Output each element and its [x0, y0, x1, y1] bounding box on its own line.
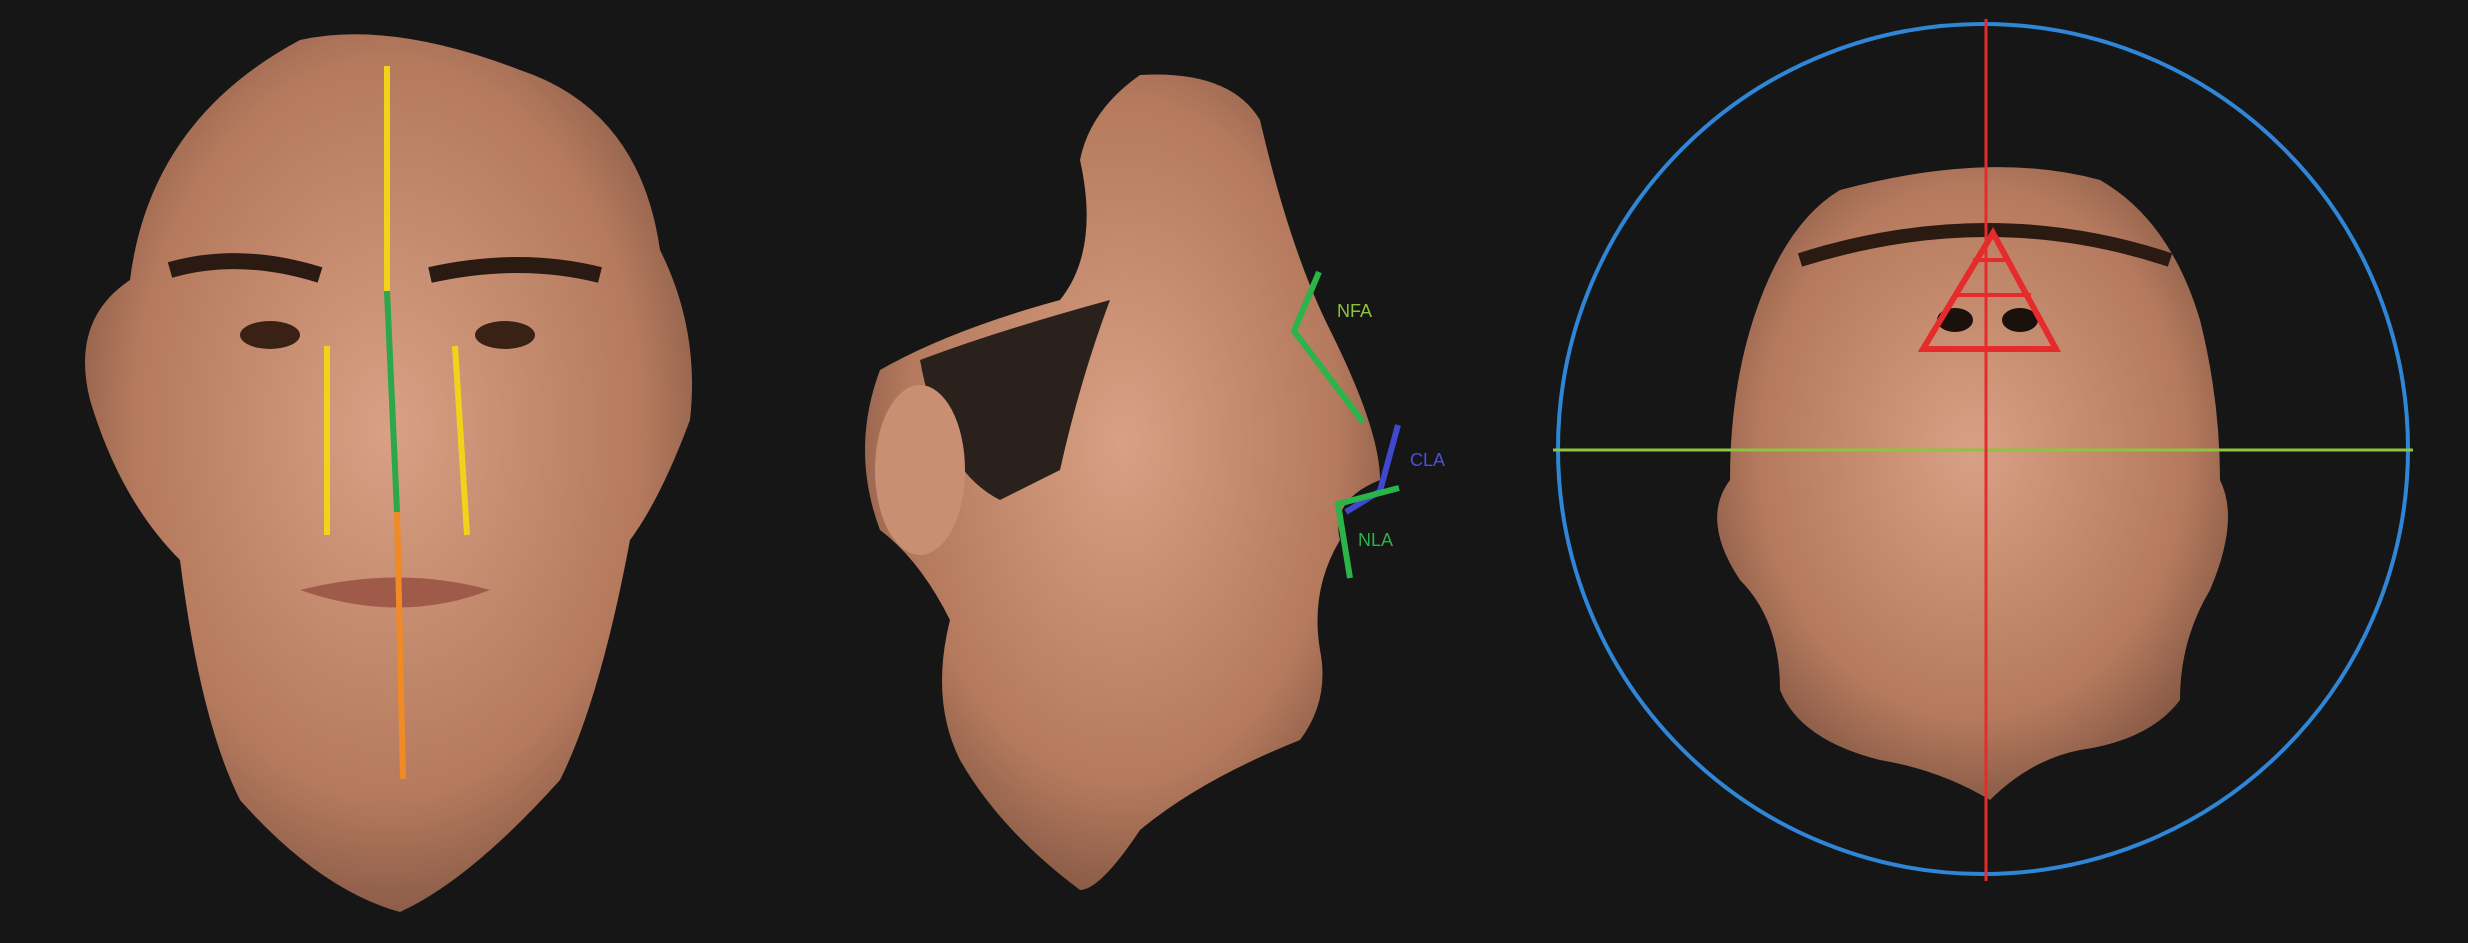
page: NFA CLA NLA (() => { const data = JSON.p… — [0, 0, 2468, 943]
eye — [240, 321, 300, 349]
eye — [475, 321, 535, 349]
scene: NFA CLA NLA — [0, 0, 2468, 943]
nla-label: NLA — [1358, 530, 1393, 550]
cla-label: CLA — [1410, 450, 1445, 470]
ear — [875, 385, 965, 555]
nfa-label: NFA — [1337, 301, 1372, 321]
